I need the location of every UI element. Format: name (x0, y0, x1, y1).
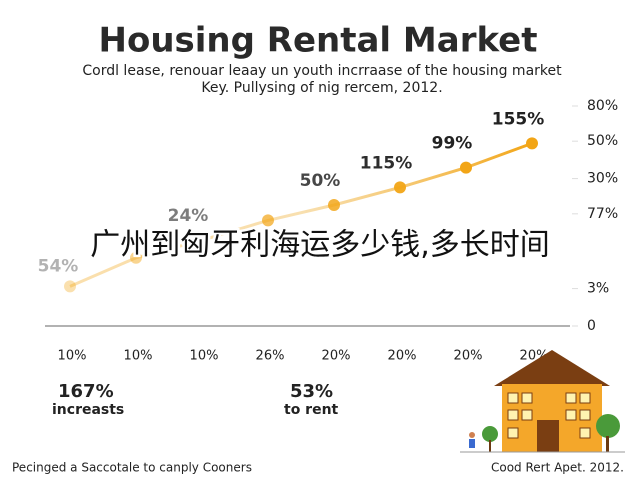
y-tick-label: 3% (587, 281, 609, 297)
y-tick-label: 50% (587, 133, 618, 149)
point (328, 199, 340, 211)
footer-left: Pecinged a Saccotale to canply Cooners (12, 461, 252, 475)
chart-title: Housing Rental Market (99, 21, 538, 61)
x-tick-label: 10% (190, 349, 219, 364)
y-tick-label: 0 (587, 318, 596, 334)
y-tick-label: 30% (587, 171, 618, 187)
x-tick-label: 20% (322, 349, 351, 364)
x-tick-label: 10% (58, 349, 87, 364)
line (69, 141, 533, 288)
point (196, 234, 208, 247)
stat-value: 167% (58, 381, 114, 402)
subtitle: Key. Pullysing of nig rercem, 2012. (201, 80, 442, 96)
subtitle: Cordl lease, renouar leaay un youth incr… (82, 63, 562, 79)
point (460, 161, 472, 174)
overlay-text: 广州到匈牙利海运多少钱,多长时间 (90, 228, 550, 263)
point (64, 280, 76, 293)
point (130, 251, 142, 264)
value-label: 115% (360, 153, 413, 173)
stat-value: 53% (290, 381, 333, 402)
point (262, 214, 274, 227)
value-label: 155% (492, 109, 545, 129)
value-label: 99% (432, 134, 473, 154)
stat-label: to rent (284, 402, 339, 418)
point (394, 181, 406, 194)
house-illustration (460, 350, 625, 453)
y-tick-label: 77% (587, 206, 618, 222)
point (526, 137, 538, 150)
value-label: 24% (168, 206, 209, 226)
x-tick-label: 20% (388, 349, 417, 364)
plot: 03%77%30%50%80%10% 10% 10% 26% 20% 20% 20% 20%5… (38, 98, 618, 364)
stat-label: increasts (52, 402, 124, 418)
value-label: 54% (38, 256, 79, 276)
x-tick-label: 26% (256, 349, 285, 364)
footer-right: Cood Rert Apet. 2012. (491, 461, 624, 475)
y-tick-label: 80% (587, 98, 618, 114)
x-tick-label: 20% (454, 349, 483, 364)
x-tick-label: 10% (124, 349, 153, 364)
value-label: 50% (300, 171, 341, 191)
